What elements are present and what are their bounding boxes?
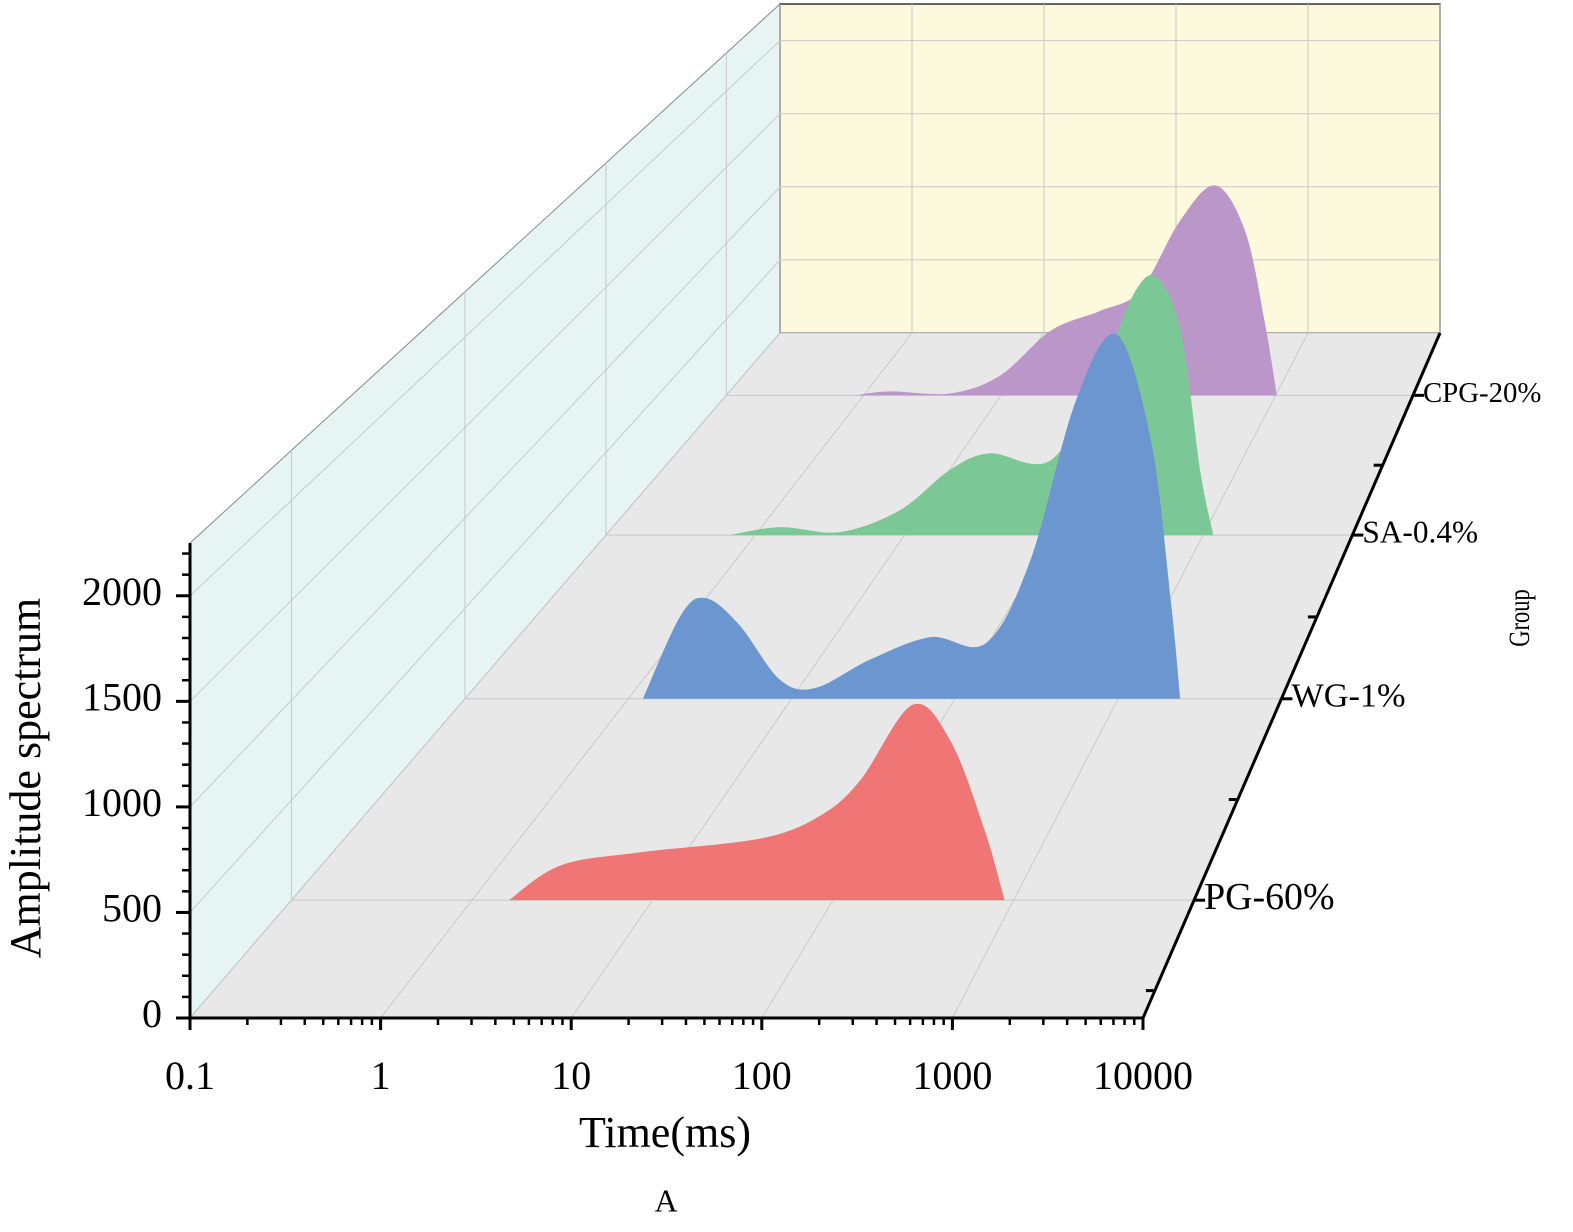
z-tick-label: SA-0.4% xyxy=(1362,514,1478,549)
side-grid-line xyxy=(189,40,781,597)
area xyxy=(642,333,1181,699)
area xyxy=(508,703,1005,901)
floor-grid-line xyxy=(380,332,913,1019)
x-tick-label: 0.1 xyxy=(165,1053,215,1098)
x-tick-label: 1000 xyxy=(912,1053,992,1098)
back-wall xyxy=(779,3,1441,334)
y-tick-label: 1500 xyxy=(82,675,162,720)
x-axis-title: Time(ms) xyxy=(579,1108,751,1157)
y-tick-label: 1000 xyxy=(82,780,162,825)
z-tick-label: CPG-20% xyxy=(1423,377,1541,409)
z-axis-title: Group xyxy=(1502,589,1536,646)
floor-grid-line xyxy=(570,332,1045,1019)
x-tick-label: 10000 xyxy=(1093,1053,1193,1098)
y-axis-title: Amplitude spectrum xyxy=(1,598,50,959)
z-axis xyxy=(1141,332,1442,1019)
z-tick-label: PG-60% xyxy=(1204,876,1334,918)
x-tick-label: 1 xyxy=(371,1053,391,1098)
y-tick-label: 2000 xyxy=(82,569,162,614)
side-grid-line xyxy=(189,332,781,1019)
side-grid-line xyxy=(189,259,781,913)
z-tick-label: WG-1% xyxy=(1291,677,1405,715)
x-tick-label: 10 xyxy=(551,1053,591,1098)
y-tick-label: 0 xyxy=(142,991,162,1036)
side-grid-line xyxy=(189,186,781,808)
side-grid-line xyxy=(189,113,781,702)
y-tick-label: 500 xyxy=(102,886,162,931)
caption: A xyxy=(654,1182,677,1218)
x-tick-label: 100 xyxy=(732,1053,792,1098)
